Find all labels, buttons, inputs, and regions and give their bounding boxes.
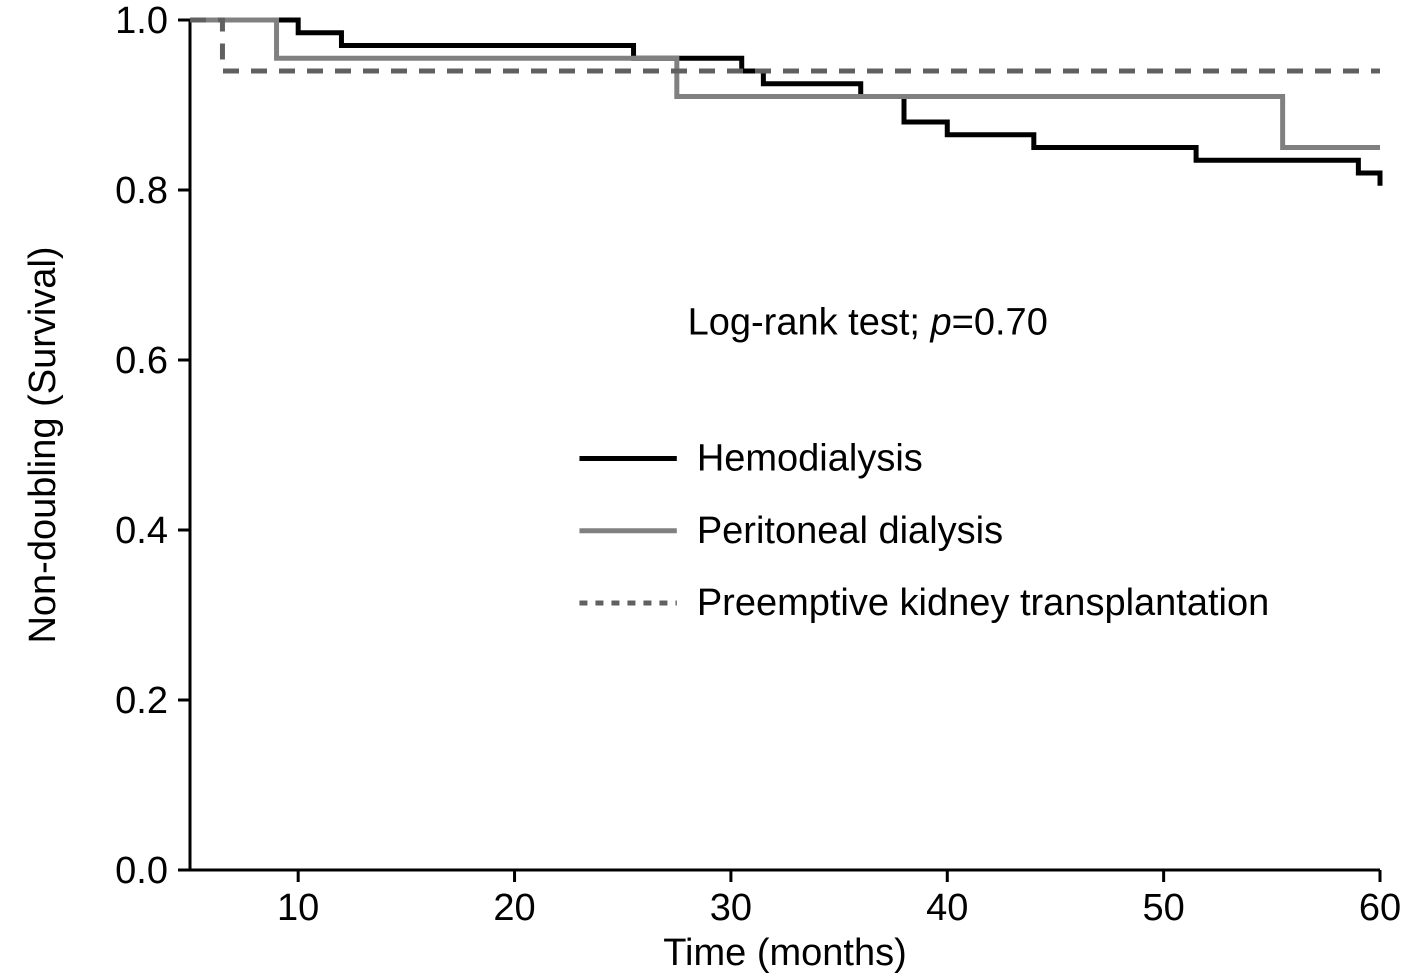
x-axis-label: Time (months) [663,932,907,974]
y-tick-label: 1.0 [115,0,168,42]
legend-label: Peritoneal dialysis [697,510,1003,552]
y-tick-label: 0.0 [115,850,168,892]
legend-label: Hemodialysis [697,438,923,480]
y-tick-label: 0.8 [115,170,168,212]
survival-chart: 0.0 0.2 0.4 0.6 0.8 1.0 10 20 30 40 50 60 Time (mont… [0,0,1418,974]
x-tick-label: 60 [1359,887,1401,929]
x-tick-label: 50 [1142,887,1184,929]
x-tick-label: 20 [493,887,535,929]
annotation-text: Log-rank test; p=0.70 [688,302,1048,344]
x-tick-label: 10 [277,887,319,929]
y-tick-label: 0.2 [115,680,168,722]
chart-svg: 0.0 0.2 0.4 0.6 0.8 1.0 10 20 30 40 50 60 Time (mont… [0,0,1418,974]
y-axis-label: Non-doubling (Survival) [22,246,64,643]
legend-label: Preemptive kidney transplantation [697,582,1269,624]
x-tick-label: 30 [710,887,752,929]
y-tick-label: 0.6 [115,340,168,382]
series-hemodialysis [190,20,1380,186]
y-tick-label: 0.4 [115,510,168,552]
x-tick-label: 40 [926,887,968,929]
